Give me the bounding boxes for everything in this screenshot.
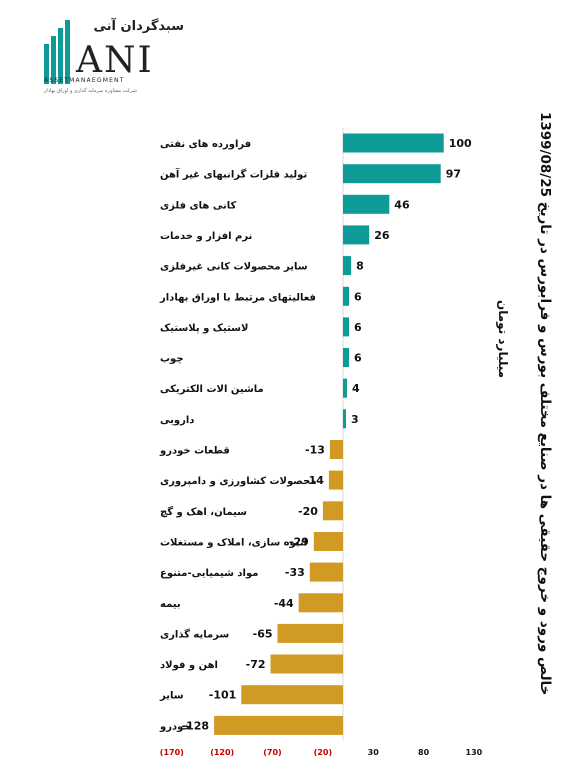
bar-4 <box>343 225 370 245</box>
category-label-9: ماشین الات الکتریکی <box>160 384 264 395</box>
logo-letters: ANI <box>75 40 154 81</box>
value-label-19: -101 <box>209 689 237 702</box>
unit-label: میلیارد تومان <box>496 300 510 379</box>
x-tick-5: 30 <box>368 748 380 757</box>
category-label-14: انبوه سازی، املاک و مستغلات <box>160 538 307 549</box>
category-label-11: قطعات خودرو <box>159 446 230 457</box>
category-label-6: فعالیتهای مرتبط با اوراق بهادار <box>159 292 316 303</box>
bar-14 <box>313 532 343 551</box>
value-label-7: 6 <box>354 321 362 334</box>
value-label-10: 3 <box>351 413 359 426</box>
logo-subtitle: ASSETMANAEGMENT <box>44 77 125 84</box>
value-label-14: -29 <box>289 536 309 549</box>
logo-persian-name: سبدگردان آنی <box>94 17 185 34</box>
bar-2 <box>343 164 441 184</box>
x-tick-1: (170) <box>160 748 184 757</box>
bar-7 <box>343 317 349 337</box>
category-label-10: دارویی <box>160 415 194 426</box>
value-label-4: 26 <box>374 229 390 242</box>
bar-16 <box>298 593 343 613</box>
bar-13 <box>322 501 343 521</box>
category-label-4: نرم افزار و خدمات <box>160 231 252 242</box>
category-label-20: خودرو <box>159 721 191 732</box>
category-label-3: کانی های فلزی <box>160 200 236 211</box>
bar-17 <box>277 623 343 643</box>
x-tick-6: 80 <box>418 748 430 757</box>
category-label-5: سایر محصولات کانی غیرفلزی <box>160 262 308 273</box>
category-label-7: لاستیک و پلاستیک <box>160 323 248 334</box>
category-labels-layer: فراورده های نفتی تولید فلزات گرانبهای غیر… <box>159 139 317 732</box>
value-labels-layer: 100 97 46 26 8 6 6 6 4 3 -13 -14 -20 -29 -33 -44 -65 -72 -… <box>182 137 472 732</box>
bar-9 <box>343 378 347 398</box>
category-label-2: تولید فلزات گرانبهای غیر آهن <box>160 168 307 181</box>
bar-10 <box>343 409 346 429</box>
value-label-16: -44 <box>274 597 294 610</box>
bar-19 <box>241 685 343 705</box>
category-label-17: سرمایه گذاری <box>160 627 229 640</box>
value-label-9: 4 <box>352 382 360 395</box>
value-label-18: -72 <box>246 658 266 671</box>
bar-18 <box>270 654 343 674</box>
bar-8 <box>343 348 349 367</box>
x-tick-4: (20) <box>314 748 332 757</box>
value-label-8: 6 <box>354 352 362 365</box>
category-label-12: محصولات کشاورزی و دامپروری <box>160 476 317 487</box>
bar-5 <box>343 256 352 276</box>
bar-3 <box>343 194 390 214</box>
category-label-13: سیمان، اهک و گچ <box>160 505 247 518</box>
bars-layer <box>214 128 444 740</box>
x-tick-3: (70) <box>263 748 281 757</box>
value-label-13: -20 <box>298 505 318 518</box>
bar-11 <box>329 440 343 459</box>
logo-tagline: شرکت مشاوره سرمایه گذاری و اوراق بهادار <box>43 87 137 94</box>
category-label-8: چوب <box>160 354 184 365</box>
bar-1 <box>343 133 444 153</box>
value-label-12: -14 <box>304 474 324 487</box>
bar-20 <box>214 715 343 735</box>
category-label-19: سایر <box>159 691 184 702</box>
value-label-1: 100 <box>449 137 472 150</box>
category-label-16: بیمه <box>160 599 181 610</box>
chart-title: خالص ورود و خروج حقیقی ها در صنایع مختلف… <box>537 112 553 696</box>
value-label-17: -65 <box>253 627 273 640</box>
x-tick-7: 130 <box>466 748 483 757</box>
value-label-11: -13 <box>305 444 325 457</box>
bar-6 <box>343 286 349 306</box>
value-label-15: -33 <box>285 566 305 579</box>
company-logo: سبدگردان آنی ANI ASSETMANAEGMENT شرکت مش… <box>43 17 185 94</box>
value-label-20: -128 <box>182 719 210 732</box>
x-tick-2: (120) <box>210 748 234 757</box>
bar-15 <box>309 562 343 582</box>
value-label-2: 97 <box>446 168 461 181</box>
category-label-18: اهن و فولاد <box>160 660 218 671</box>
logo-building-icon <box>44 20 70 84</box>
value-label-3: 46 <box>394 198 410 211</box>
category-label-1: فراورده های نفتی <box>160 139 251 150</box>
category-label-15: مواد شیمیایی-متنوع <box>160 568 258 579</box>
bar-12 <box>328 470 343 490</box>
value-label-6: 6 <box>354 290 362 303</box>
x-axis-ticks-layer: (170) (120) (70) (20) 30 80 130 <box>160 748 483 757</box>
value-label-5: 8 <box>356 260 364 273</box>
